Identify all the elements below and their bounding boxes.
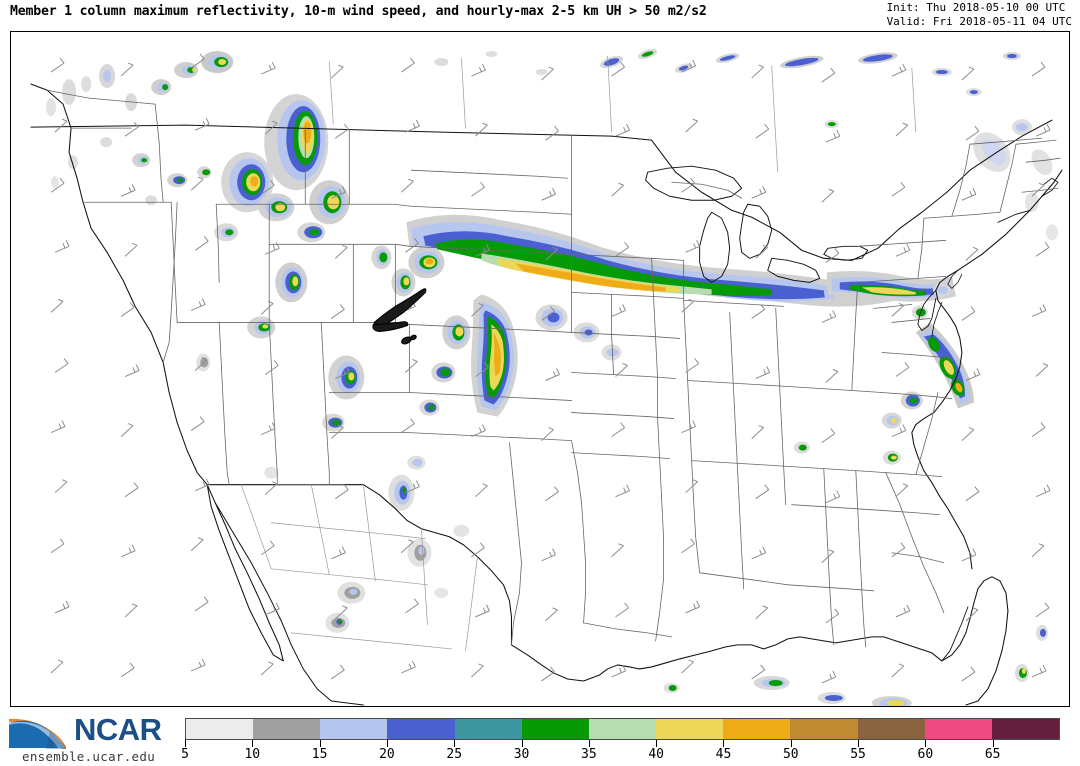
colorbar-tick-label: 20 bbox=[379, 747, 395, 762]
map-boundaries bbox=[30, 55, 1063, 706]
colorbar-tick-label: 30 bbox=[513, 747, 530, 762]
colorbar-tick-label: 45 bbox=[715, 747, 732, 762]
colorbar-tick bbox=[588, 740, 590, 747]
colorbar-tick-label: 5 bbox=[181, 747, 189, 762]
valid-time-label: Valid: Fri 2018-05-11 04 UTC bbox=[886, 14, 1072, 28]
colorbar-swatch bbox=[656, 719, 724, 739]
colorbar-swatch bbox=[588, 719, 657, 739]
colorbar-tick bbox=[992, 740, 994, 747]
colorbar-swatch bbox=[186, 719, 254, 739]
colorbar-swatch bbox=[790, 719, 858, 739]
colorbar-swatch bbox=[454, 719, 522, 739]
colorbar-swatch bbox=[991, 719, 1060, 739]
colorbar-tick bbox=[521, 740, 523, 747]
colorbar-tick-label: 15 bbox=[311, 747, 328, 762]
colorbar-swatch bbox=[857, 719, 925, 739]
colorbar-tick bbox=[319, 740, 321, 747]
colorbar-tick-label: 55 bbox=[850, 747, 866, 762]
colorbar-swatch bbox=[253, 719, 321, 739]
colorbar-tick bbox=[656, 740, 658, 747]
colorbar-tick-label: 25 bbox=[446, 747, 463, 762]
colorbar-ticks bbox=[185, 740, 1060, 748]
colorbar-swatch bbox=[723, 719, 791, 739]
colorbar-tick bbox=[790, 740, 792, 747]
colorbar-swatch bbox=[924, 719, 992, 739]
reflectivity-layer bbox=[46, 49, 1058, 706]
colorbar-tick-label: 35 bbox=[581, 747, 597, 762]
colorbar-tick bbox=[454, 740, 456, 747]
colorbar-tick-label: 10 bbox=[244, 747, 261, 762]
ncar-logo-text: NCAR bbox=[74, 712, 162, 747]
footer-bar: NCAR ensemble.ucar.edu 5 10 15 20 25 30 35 40 45… bbox=[0, 707, 1080, 766]
colorbar-tick bbox=[252, 740, 254, 747]
ncar-logo-mark bbox=[9, 718, 66, 749]
colorbar-swatch bbox=[387, 719, 455, 739]
colorbar-tick bbox=[858, 740, 860, 747]
map-panel[interactable] bbox=[10, 31, 1070, 707]
colorbar-tick bbox=[185, 740, 186, 747]
colorbar-tick bbox=[925, 740, 927, 747]
header-bar: Member 1 column maximum reflectivity, 10… bbox=[0, 0, 1080, 30]
weather-map[interactable] bbox=[11, 32, 1069, 706]
colorbar-tick-label: 40 bbox=[648, 747, 664, 762]
colorbar-swatch bbox=[320, 719, 388, 739]
colorbar-tick bbox=[386, 740, 388, 747]
init-time-label: Init: Thu 2018-05-10 00 UTC bbox=[886, 1, 1066, 14]
colorbar[interactable] bbox=[185, 718, 1060, 740]
page-title: Member 1 column maximum reflectivity, 10… bbox=[10, 4, 707, 19]
colorbar-tick-label: 65 bbox=[984, 747, 1001, 762]
ncar-url-label: ensemble.ucar.edu bbox=[22, 749, 156, 764]
colorbar-tick-label: 50 bbox=[782, 747, 799, 762]
ncar-logo[interactable]: NCAR ensemble.ucar.edu bbox=[6, 711, 176, 764]
colorbar-swatch bbox=[521, 719, 589, 739]
colorbar-tick bbox=[723, 740, 725, 747]
updraft-helicity-contours bbox=[372, 288, 427, 345]
forecast-timestamps: Init: Thu 2018-05-10 00 UTC Valid: Fri 2… bbox=[887, 1, 1072, 28]
colorbar-tick-labels: 5 10 15 20 25 30 35 40 45 50 55 60 65 bbox=[181, 747, 1060, 765]
colorbar-tick-label: 60 bbox=[917, 747, 934, 762]
